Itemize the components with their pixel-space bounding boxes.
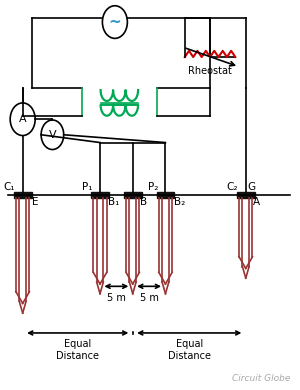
- Text: Equal
Distance: Equal Distance: [56, 339, 99, 361]
- Text: P₁: P₁: [82, 182, 93, 192]
- Text: 5 m: 5 m: [140, 293, 158, 303]
- Text: A: A: [19, 114, 26, 124]
- Text: B₂: B₂: [174, 197, 185, 207]
- Text: B: B: [140, 197, 147, 207]
- Text: V: V: [49, 130, 56, 140]
- FancyBboxPatch shape: [237, 191, 255, 199]
- Text: B₁: B₁: [108, 197, 120, 207]
- Text: A: A: [253, 197, 260, 207]
- Text: Circuit Globe: Circuit Globe: [232, 374, 290, 383]
- Text: G: G: [247, 182, 255, 192]
- Text: C₂: C₂: [227, 182, 238, 192]
- FancyBboxPatch shape: [91, 191, 109, 199]
- Text: 5 m: 5 m: [107, 293, 126, 303]
- Text: P₂: P₂: [148, 182, 158, 192]
- FancyBboxPatch shape: [124, 191, 142, 199]
- Text: E: E: [32, 197, 39, 207]
- Text: Rheostat: Rheostat: [188, 66, 232, 76]
- FancyBboxPatch shape: [157, 191, 174, 199]
- Text: Equal
Distance: Equal Distance: [168, 339, 211, 361]
- Text: ~: ~: [109, 14, 121, 30]
- Text: C₁: C₁: [4, 182, 15, 192]
- FancyBboxPatch shape: [14, 191, 32, 199]
